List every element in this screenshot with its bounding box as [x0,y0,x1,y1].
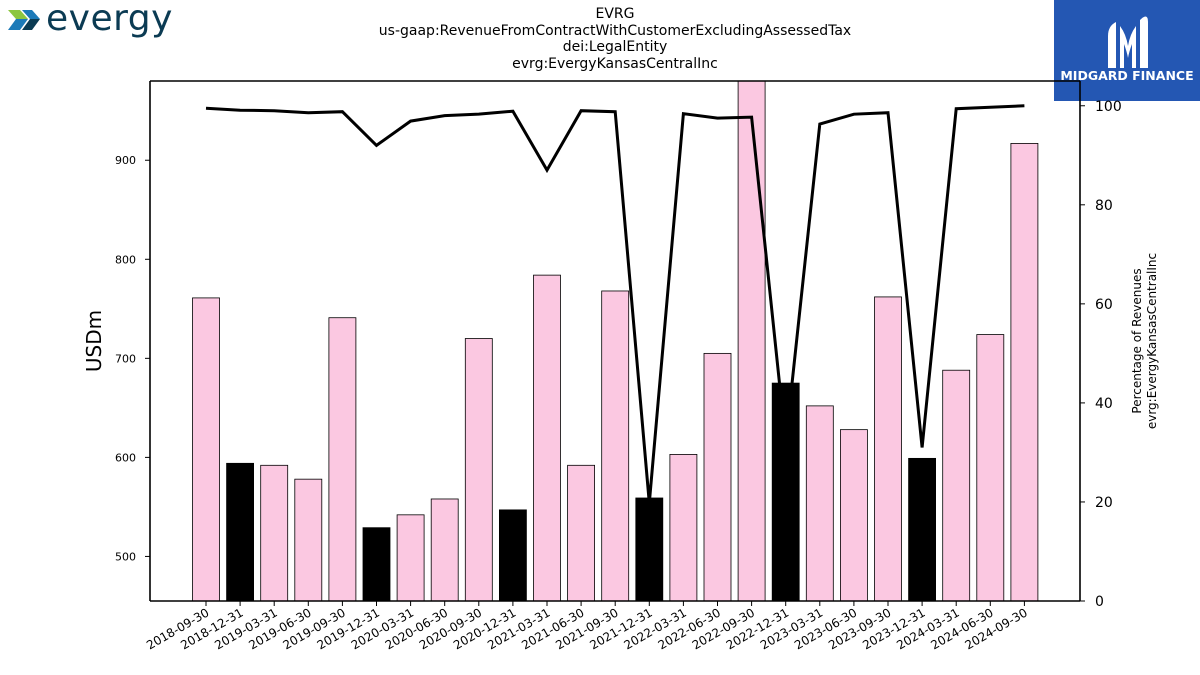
y2-tick-label: 20 [1095,495,1113,511]
bar-2019-09-30 [328,317,357,601]
bar-2022-12-31 [771,382,800,601]
percentage-line-series [205,104,1025,504]
y-tick-label: 700 [115,352,136,365]
y-axis-label: USDm [82,310,106,372]
y-tick-label: 800 [115,253,136,266]
y2-tick-label: 60 [1095,297,1113,313]
y-axis-ticks: 500 600 700 800 900 [115,154,150,563]
bar-2020-03-31 [396,514,425,601]
bar-2024-09-30 [1010,142,1039,601]
bar-2022-09-30 [737,81,766,601]
y2-tick-label: 80 [1095,198,1113,214]
x-axis-ticks: 2018-09-302018-12-312019-03-312019-06-30… [144,601,1030,652]
bar-2023-12-31 [908,457,936,601]
y2-axis-label-line-2: evrg:EvergyKansasCentralInc [1145,253,1159,429]
bar-2022-06-30 [703,352,732,601]
bar-2021-03-31 [533,274,561,601]
chart-title-block: EVRG us-gaap:RevenueFromContractWithCust… [300,6,930,72]
bar-2023-06-30 [840,429,868,601]
evergy-logo: evergy [6,0,186,44]
bar-2023-09-30 [874,296,902,601]
evergy-wordmark: evergy [46,0,173,39]
bar-2021-06-30 [567,464,595,601]
bar-2024-03-31 [942,369,971,601]
y2-tick-label: 40 [1095,396,1113,412]
midgard-finance-label: MIDGARD FINANCE [1060,68,1194,83]
y-tick-label: 500 [115,550,136,563]
bar-2021-12-31 [635,497,664,601]
bar-2019-12-31 [362,527,391,601]
bar-2020-09-30 [464,338,493,601]
bar-2020-12-31 [498,509,527,601]
y-tick-label: 600 [115,451,136,464]
chart-title-line-4: evrg:EvergyKansasCentralInc [512,55,718,72]
bar-2018-12-31 [226,462,255,601]
bar-2023-03-31 [805,405,834,601]
bar-2019-03-31 [260,464,289,601]
y2-tick-label: 100 [1095,99,1122,115]
y2-tick-label: 0 [1095,594,1104,610]
bar-2019-06-30 [294,478,323,601]
percentage-line [205,104,1025,504]
midgard-emblem-icon [1108,16,1148,69]
bar-2022-03-31 [669,454,698,601]
midgard-finance-logo: MIDGARD FINANCE [1054,0,1200,101]
chart-title-line-2: us-gaap:RevenueFromContractWithCustomerE… [378,22,852,39]
y2-axis-label-line-1: Percentage of Revenues [1130,268,1144,413]
chart-title-line-3: dei:LegalEntity [562,39,668,55]
y-tick-label: 900 [115,154,136,167]
chart-title-line-1: EVRG [595,6,635,22]
bar-2020-06-30 [430,498,459,601]
y2-axis-ticks: 0 20 40 60 80 100 [1080,99,1122,610]
bar-2018-09-30 [192,297,220,601]
bar-2021-09-30 [601,290,630,601]
bar-series [192,81,1039,601]
evergy-chevron-icon [8,10,40,30]
bar-2024-06-30 [976,334,1005,601]
